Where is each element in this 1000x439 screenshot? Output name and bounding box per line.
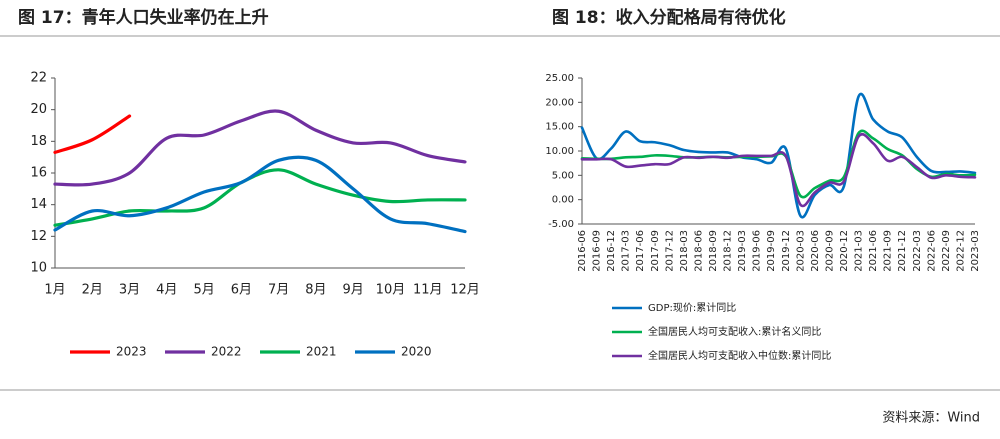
source: 资料来源：Wind <box>882 411 980 426</box>
x-tick-label: 2019-03 <box>737 230 748 272</box>
x-tick-label: 2020-06 <box>810 230 821 272</box>
series-line <box>53 168 467 227</box>
x-tick-label: 2019-12 <box>781 230 792 272</box>
x-tick-label: 2020-12 <box>839 230 850 272</box>
x-tick-label: 2017-12 <box>664 230 675 272</box>
x-tick-label: 2021-09 <box>883 230 894 272</box>
y-tick-label: 20.00 <box>545 97 574 108</box>
y-tick-label: 10.00 <box>545 146 574 157</box>
x-tick-label: 2022-12 <box>955 230 966 272</box>
x-tick-label: 2016-09 <box>592 230 603 272</box>
series-line <box>53 109 467 187</box>
x-tick-label: 2021-12 <box>897 230 908 272</box>
x-tick-label: 2021-06 <box>868 230 879 272</box>
x-tick-label: 2022-06 <box>926 230 937 272</box>
legend-label: 2021 <box>306 345 337 359</box>
legend-label: 2023 <box>116 345 147 359</box>
legend-label: GDP:现价:累计同比 <box>648 301 736 314</box>
series-line <box>53 114 132 155</box>
legend-label: 2022 <box>211 345 242 359</box>
x-tick-label: 2022-03 <box>912 230 923 272</box>
x-tick-label: 2017-06 <box>635 230 646 272</box>
x-tick-label: 7月 <box>268 283 289 298</box>
x-tick-label: 5月 <box>193 283 214 298</box>
x-tick-label: 2020-09 <box>824 230 835 272</box>
series-line <box>580 92 977 219</box>
chart-title: 图 18：收入分配格局有待优化 <box>552 7 786 28</box>
x-tick-label: 11月 <box>413 283 443 298</box>
y-tick-label: 12 <box>30 229 47 244</box>
x-tick-label: 10月 <box>376 283 406 298</box>
y-tick-label: -5.00 <box>548 219 574 230</box>
x-tick-label: 2017-09 <box>650 230 661 272</box>
x-tick-label: 2016-06 <box>577 230 588 272</box>
x-tick-label: 4月 <box>156 283 177 298</box>
legend-label: 全国居民人均可支配收入:累计名义同比 <box>648 325 821 338</box>
y-tick-label: 14 <box>30 197 47 212</box>
x-tick-label: 6月 <box>231 283 252 298</box>
x-tick-label: 3月 <box>119 283 140 298</box>
x-tick-label: 2022-09 <box>941 230 952 272</box>
legend-label: 2020 <box>401 345 432 359</box>
x-tick-label: 2018-06 <box>693 230 704 272</box>
x-tick-label: 2016-12 <box>606 230 617 272</box>
x-tick-label: 2020-03 <box>795 230 806 272</box>
y-tick-label: 10 <box>30 261 47 276</box>
x-tick-label: 9月 <box>343 283 364 298</box>
y-tick-label: 5.00 <box>552 170 574 181</box>
legend-label: 全国居民人均可支配收入中位数:累计同比 <box>648 349 831 362</box>
y-tick-label: 15.00 <box>545 122 574 133</box>
x-tick-label: 2021-03 <box>854 230 865 272</box>
x-tick-label: 2023-03 <box>970 230 981 272</box>
y-tick-label: 25.00 <box>545 73 574 84</box>
y-tick-label: 18 <box>30 134 47 149</box>
x-tick-label: 2019-06 <box>752 230 763 272</box>
y-tick-label: 16 <box>30 166 47 181</box>
x-tick-label: 2月 <box>82 283 103 298</box>
x-tick-label: 1月 <box>44 283 65 298</box>
x-tick-label: 12月 <box>450 283 480 298</box>
x-tick-label: 2019-09 <box>766 230 777 272</box>
x-tick-label: 8月 <box>305 283 326 298</box>
x-tick-label: 2017-03 <box>621 230 632 272</box>
x-tick-label: 2018-12 <box>723 230 734 272</box>
series-line <box>580 132 977 208</box>
x-tick-label: 2018-03 <box>679 230 690 272</box>
x-tick-label: 2018-09 <box>708 230 719 272</box>
y-tick-label: 0.00 <box>552 195 574 206</box>
series-line <box>53 155 467 234</box>
y-tick-label: 22 <box>30 71 47 86</box>
chart-title: 图 17：青年人口失业率仍在上升 <box>18 7 269 28</box>
y-tick-label: 20 <box>30 102 47 117</box>
